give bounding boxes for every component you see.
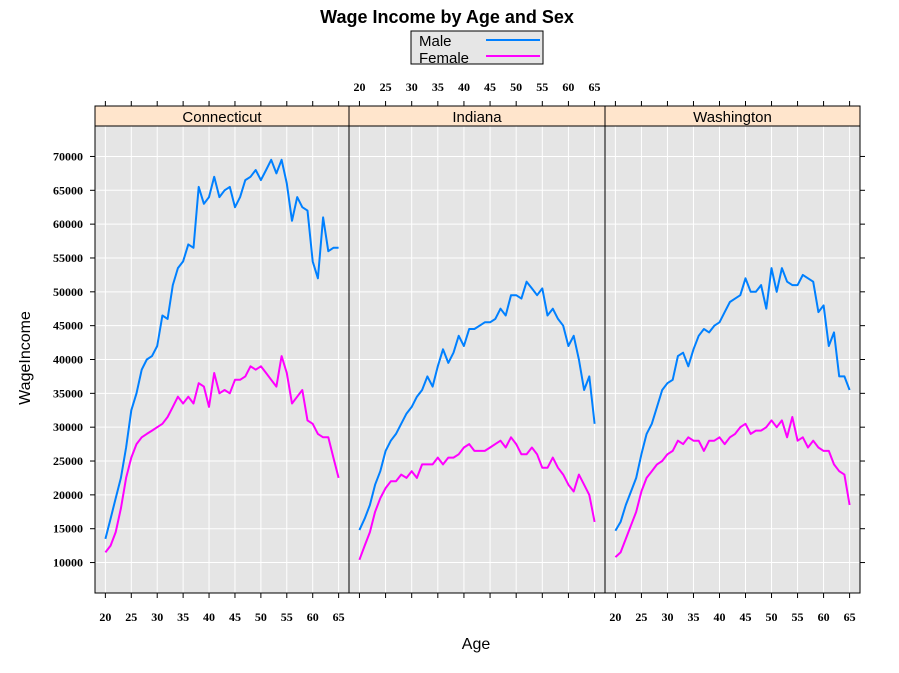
y-tick-label: 60000 <box>53 217 83 231</box>
y-axis-label: WageIncome <box>17 311 34 405</box>
strip-label: Connecticut <box>182 109 262 126</box>
panel-washington: Washington 20 25 30 35 40 45 50 55 60 65 <box>604 101 865 624</box>
y-tick-label: 65000 <box>53 183 83 197</box>
x-tick-label: 30 <box>406 80 418 94</box>
y-tick-label: 45000 <box>53 319 83 333</box>
y-tick-label: 20000 <box>53 488 83 502</box>
x-tick-label: 65 <box>333 610 345 624</box>
y-tick-label: 30000 <box>53 420 83 434</box>
x-tick-label: 55 <box>536 80 548 94</box>
y-tick-label: 35000 <box>53 386 83 400</box>
y-tick-label: 15000 <box>53 522 83 536</box>
x-tick-label: 50 <box>255 610 267 624</box>
panel-border <box>604 105 861 594</box>
x-tick-label: 25 <box>380 80 392 94</box>
series-line-female <box>104 355 340 554</box>
x-tick-label: 65 <box>589 80 601 94</box>
x-tick-label: 35 <box>177 610 189 624</box>
x-tick-label: 50 <box>766 610 778 624</box>
legend-box <box>410 30 544 65</box>
legend-label-female: Female <box>419 50 469 67</box>
strip-label: Indiana <box>452 109 502 126</box>
x-tick-label: 30 <box>661 610 673 624</box>
series-line-female <box>614 416 851 558</box>
y-tick-label: 10000 <box>53 556 83 570</box>
x-tick-label: 60 <box>562 80 574 94</box>
x-tick-label: 40 <box>203 610 215 624</box>
x-tick-label: 55 <box>792 610 804 624</box>
x-tick-label: 35 <box>687 610 699 624</box>
x-tick-label: 65 <box>844 610 856 624</box>
y-tick-label: 40000 <box>53 353 83 367</box>
strip-label: Washington <box>693 109 772 126</box>
x-tick-label: 45 <box>229 610 241 624</box>
x-tick-label: 20 <box>353 80 365 94</box>
x-axis-label: Age <box>462 636 491 653</box>
x-tick-label: 40 <box>713 610 725 624</box>
x-tick-label: 25 <box>125 610 137 624</box>
series-line-male <box>614 267 851 532</box>
panel-connecticut: Connecticut 20 25 30 35 40 45 50 55 60 65 10000 1500… <box>53 101 350 624</box>
series-line-female <box>358 436 596 561</box>
series-line-male <box>104 158 339 540</box>
x-tick-label: 20 <box>99 610 111 624</box>
panels: Connecticut 20 25 30 35 40 45 50 55 60 65 10000 1500… <box>53 80 865 624</box>
chart-title: Wage Income by Age and Sex <box>320 7 574 27</box>
y-tick-label: 25000 <box>53 454 83 468</box>
legend: Male Female <box>410 30 544 67</box>
x-tick-label: 60 <box>307 610 319 624</box>
series-line-male <box>358 280 596 531</box>
x-tick-label: 30 <box>151 610 163 624</box>
x-tick-label: 40 <box>458 80 470 94</box>
x-tick-label: 50 <box>510 80 522 94</box>
y-tick-label: 50000 <box>53 285 83 299</box>
x-tick-label: 25 <box>635 610 647 624</box>
panel-indiana: Indiana 20 25 30 35 40 45 50 55 60 65 <box>348 80 606 598</box>
x-tick-label: 60 <box>818 610 830 624</box>
y-tick-label: 70000 <box>53 149 83 163</box>
x-tick-label: 45 <box>740 610 752 624</box>
x-tick-label: 55 <box>281 610 293 624</box>
x-tick-label: 20 <box>609 610 621 624</box>
legend-label-male: Male <box>419 33 452 50</box>
y-tick-label: 55000 <box>53 251 83 265</box>
x-tick-label: 35 <box>432 80 444 94</box>
x-tick-label: 45 <box>484 80 496 94</box>
